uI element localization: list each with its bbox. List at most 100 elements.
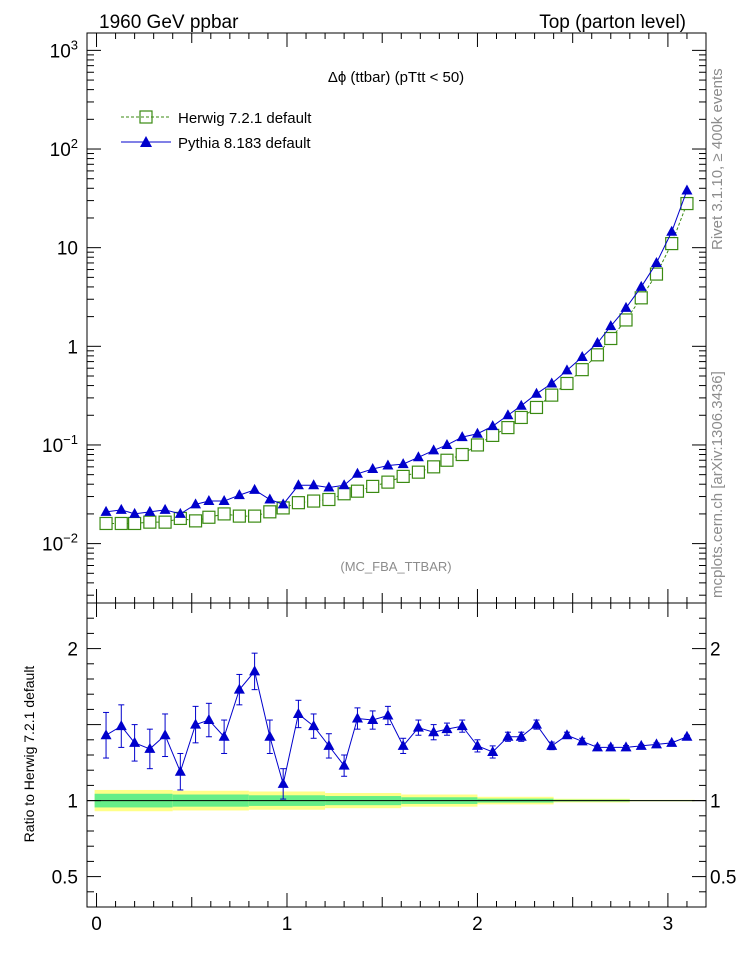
pythia-point [441,438,453,449]
ratio-pythia-point [546,739,558,750]
pythia-point [412,451,424,462]
herwig-point [337,487,351,501]
ratio-pythia-point [605,741,617,752]
herwig-point [99,516,113,531]
ratio-pythia-point [338,759,350,770]
pythia-point [546,377,558,388]
ratio-pythia-point [502,730,514,741]
pythia-point [382,459,394,470]
y-tick-label: 10−2 [42,531,78,556]
ratio-pythia-point [308,720,320,731]
legend-herwig-marker [139,110,153,124]
pythia-point [203,495,215,506]
herwig-point [307,494,321,508]
ratio-y-tick-label-left: 2 [67,640,78,661]
herwig-point [128,516,142,531]
pythia-point [277,498,289,509]
ratio-series [100,652,693,800]
herwig-point [114,516,128,531]
ratio-pythia-point [203,714,215,725]
herwig-point [381,475,395,489]
pythia-point [681,184,693,195]
ratio-pythia-point [650,738,662,749]
ratio-y-tick-label-left: 0.5 [52,868,78,889]
pythia-point [338,479,350,490]
pythia-point [308,479,320,490]
herwig-point [649,267,664,281]
herwig-point [411,465,426,479]
herwig-point [560,376,574,391]
ratio-pythia-point [576,735,588,746]
ratio-pythia-point [428,726,440,737]
pythia-point [530,387,542,398]
pythia-point [650,256,662,267]
ratio-pythia-point [382,709,394,720]
herwig-point [455,447,469,462]
header-right: Top (parton level) [539,12,686,33]
pythia-point [351,467,363,478]
main-y-tick-labels: 10−2 10−1 1 10 102 103 [42,37,78,555]
ratio-pythia-point [323,739,335,750]
herwig-point [350,484,365,498]
herwig-point [263,505,277,519]
pythia-point [129,507,141,518]
legend-entry-herwig: Herwig 7.2.1 default [121,110,312,127]
pythia-point [249,483,261,494]
ratio-pythia-line [105,670,688,785]
ratio-pythia-point [635,739,647,750]
pythia-point [591,337,603,348]
pythia-point [397,458,409,469]
ratio-y-tick-label-right: 1 [710,792,721,813]
legend-pythia-marker [140,136,152,147]
ratio-pythia-point [218,730,230,741]
pythia-point [233,489,245,500]
pythia-point [218,495,230,506]
rivet-label: Rivet 3.1.10, ≥ 400k events [709,68,726,250]
pythia-point [292,479,304,490]
pythia-point [115,503,127,514]
herwig-point [470,438,485,452]
ratio-pythia-point [144,742,156,753]
ratio-pythia-point [530,718,542,729]
ratio-pythia-point [249,665,261,676]
herwig-point [366,479,380,494]
herwig-point [486,428,500,443]
herwig-point [143,515,157,529]
ratio-pythia-point [456,720,468,731]
ratio-pythia-point [292,707,304,718]
ratio-pythia-point [159,729,171,740]
herwig-point [501,420,515,435]
ratio-pythia-point [487,745,499,756]
pythia-point [264,493,276,504]
ratio-pythia-point [100,729,112,740]
pythia-point [190,498,202,509]
legend-herwig-label: Herwig 7.2.1 default [178,110,312,127]
ratio-axis-ticks [87,602,707,908]
pythia-point [502,409,514,420]
main-axis-ticks [87,33,707,603]
y-tick-label: 102 [50,136,78,161]
herwig-point [529,400,544,415]
ratio-pythia-point [233,683,245,694]
x-tick-label: 0 [91,914,102,935]
herwig-point [396,469,410,484]
herwig-point [188,514,203,528]
header-left: 1960 GeV ppbar [99,12,239,33]
ratio-pythia-point [190,718,202,729]
ratio-y-tick-label-left: 1 [67,792,78,813]
ratio-pythia-point [681,730,693,741]
main-title: Δϕ (ttbar) (pTtt < 50) [328,69,464,86]
herwig-point [634,291,648,305]
ratio-pythia-point [351,712,363,723]
pythia-point [323,481,335,492]
pythia-point [635,280,647,291]
herwig-point [514,410,528,425]
herwig-point [427,460,441,474]
herwig-point [545,388,559,402]
ratio-y-tick-labels: 0.5 0.5 1 1 2 2 [52,640,737,889]
legend: Herwig 7.2.1 default Pythia 8.183 defaul… [121,110,312,152]
ratio-pythia-point [174,765,186,776]
ratio-x-tick-labels: 0 1 2 3 [91,914,673,935]
pythia-point [561,364,573,375]
pythia-point [487,420,499,431]
